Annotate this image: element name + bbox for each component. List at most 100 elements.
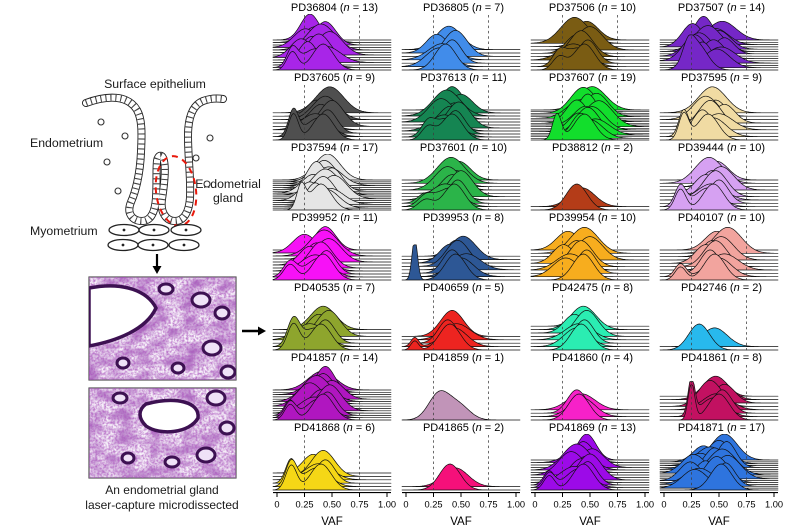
ridgeline-panel: PD41857 (n = 14)	[270, 352, 399, 422]
density-curve	[530, 463, 650, 491]
panel-title: PD37595 (n = 9)	[680, 72, 763, 84]
density-curve	[272, 393, 392, 421]
histology-image-bottom	[88, 387, 237, 479]
density-curve	[401, 323, 521, 351]
density-curve	[401, 244, 521, 281]
panel-title: PD41865 (n = 2)	[422, 422, 505, 434]
axis-label-vaf: VAF	[708, 516, 730, 528]
ridgeline-panel: PD36805 (n = 7)	[399, 2, 528, 72]
ridgeline-panel: PD42475 (n = 8)	[528, 282, 657, 352]
endometrium-label: Endometrium	[30, 136, 103, 150]
x-axis: 0 0.25 0.50 0.75 1.00 VAF	[657, 492, 786, 530]
ridgeline-plot	[401, 85, 521, 141]
density-curve	[530, 253, 650, 281]
density-curve	[272, 113, 392, 141]
ridgeline-plot	[401, 15, 521, 71]
ridgeline-plot	[659, 225, 779, 281]
ridgeline-panel: PD37613 (n = 11)	[399, 72, 528, 142]
x-axis: 0 0.25 0.50 0.75 1.00 VAF	[270, 492, 399, 530]
histology-image-top	[88, 276, 237, 381]
panel-title: PD40535 (n = 7)	[293, 282, 376, 294]
axis-tick-label: 0.25	[295, 500, 313, 510]
density-curve	[272, 463, 392, 491]
ridgeline-plot	[272, 295, 392, 351]
ridgeline-plot	[659, 15, 779, 71]
ridgeline-plot	[401, 155, 521, 211]
ridgeline-plot	[401, 225, 521, 281]
ridgeline-panel: PD40535 (n = 7)	[270, 282, 399, 352]
axis-label-vaf: VAF	[321, 516, 343, 528]
density-curve	[530, 183, 650, 211]
ridgeline-plot	[401, 295, 521, 351]
ridgeline-panel: PD37601 (n = 10)	[399, 142, 528, 212]
density-curve	[659, 34, 779, 71]
panel-title: PD41857 (n = 14)	[290, 352, 379, 364]
axis-tick-label: 0	[661, 500, 666, 510]
myometrium-label: Myometrium	[30, 224, 98, 238]
axis-tick-label: 0.50	[323, 500, 341, 510]
panel-title: PD39952 (n = 11)	[291, 212, 378, 224]
panel-title: PD41871 (n = 17)	[677, 422, 766, 434]
ridgeline-plot	[530, 434, 650, 491]
ridgeline-plot	[272, 365, 392, 421]
panel-title: PD41861 (n = 8)	[680, 352, 763, 364]
ridgeline-panel: PD37506 (n = 10)	[528, 2, 657, 72]
panel-title: PD37506 (n = 10)	[548, 2, 637, 14]
ridgeline-panel: PD37594 (n = 17)	[270, 142, 399, 212]
density-curve	[401, 183, 521, 211]
ridgeline-panel: PD41868 (n = 6)	[270, 422, 399, 492]
panel-title: PD40659 (n = 5)	[422, 282, 505, 294]
ridgeline-plot	[401, 365, 521, 421]
ridgeline-plot	[530, 155, 650, 211]
ridgeline-plot	[272, 85, 392, 141]
ridgeline-plot	[659, 295, 779, 351]
anatomy-diagram: Surface epithelium Endometrium Endometri…	[30, 77, 266, 512]
density-curve	[530, 43, 650, 71]
ridgeline-plot	[530, 295, 650, 351]
panel-title: PD38812 (n = 2)	[551, 142, 634, 154]
panel-title: PD41868 (n = 6)	[293, 422, 376, 434]
panel-title: PD37607 (n = 19)	[548, 72, 637, 84]
panel-title: PD36804 (n = 13)	[290, 2, 379, 14]
ridgeline-plot	[272, 225, 392, 281]
density-curve	[659, 327, 779, 347]
axis-tick-label: 0.25	[682, 500, 700, 510]
caption-line1: An endometrial gland	[105, 483, 218, 497]
panel-title: PD40107 (n = 10)	[677, 212, 766, 224]
down-arrow-icon	[152, 254, 162, 274]
ridgeline-panel: PD41871 (n = 17)	[657, 422, 786, 492]
panel-title: PD37594 (n = 17)	[290, 142, 379, 154]
surface-epithelium-label: Surface epithelium	[104, 77, 206, 91]
panel-title: PD37601 (n = 10)	[419, 142, 508, 154]
axis-tick-label: 0.50	[581, 500, 599, 510]
axis-label-vaf: VAF	[579, 516, 601, 528]
axis-tick-label: 0	[532, 500, 537, 510]
ridgeline-plot	[659, 365, 779, 421]
ridgeline-plot	[659, 434, 779, 491]
ridgeline-panel: PD41869 (n = 13)	[528, 422, 657, 492]
ridgeline-panel: PD37605 (n = 9)	[270, 72, 399, 142]
epithelium-band	[82, 93, 227, 226]
panel-title: PD36805 (n = 7)	[422, 2, 505, 14]
density-curve	[530, 187, 650, 207]
ridgeline-plot	[530, 365, 650, 421]
ridgeline-panel: PD37507 (n = 14)	[657, 2, 786, 72]
axis-label-vaf: VAF	[450, 516, 472, 528]
density-curve	[659, 183, 779, 211]
density-curve	[401, 43, 521, 71]
ridgeline-panel: PD40107 (n = 10)	[657, 212, 786, 282]
ridgeline-panel: PD41860 (n = 4)	[528, 352, 657, 422]
axis-tick-label: 0.75	[737, 500, 755, 510]
stromal-cells	[97, 118, 214, 195]
ridgeline-plot	[272, 154, 392, 211]
ridgeline-plot	[659, 85, 779, 141]
ridgeline-panel: PD39444 (n = 10)	[657, 142, 786, 212]
density-curve	[401, 310, 521, 337]
ridgeline-plot	[272, 14, 392, 71]
density-curve	[272, 458, 392, 484]
ridgeline-panel: PD38812 (n = 2)	[528, 142, 657, 212]
ridgeline-plot	[530, 15, 650, 71]
axis-tick-label: 0.25	[424, 500, 442, 510]
x-axis: 0 0.25 0.50 0.75 1.00 VAF	[399, 492, 528, 530]
axis-tick-label: 1.00	[636, 500, 654, 510]
